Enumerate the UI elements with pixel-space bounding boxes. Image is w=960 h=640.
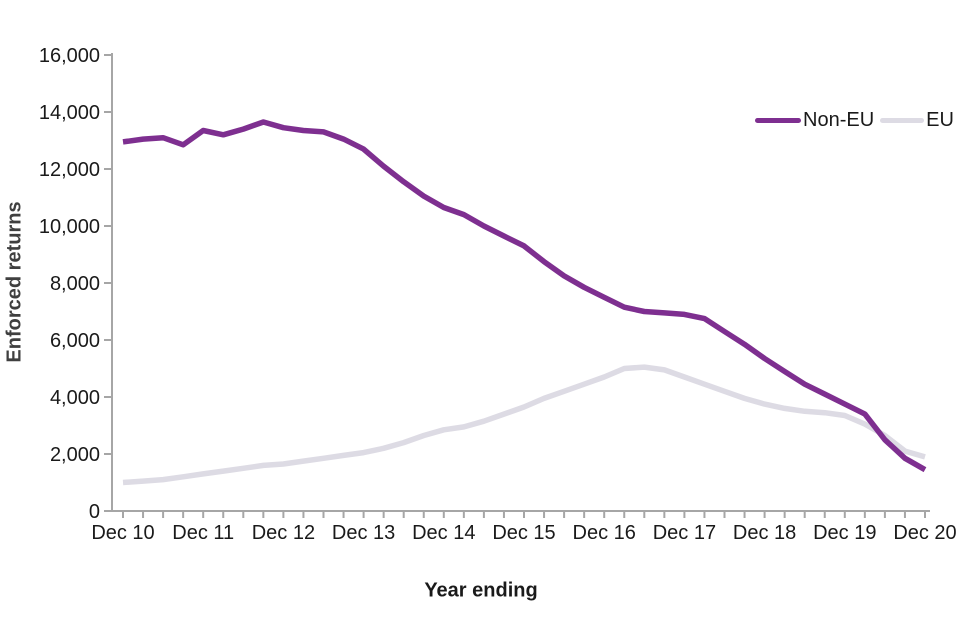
x-axis-tick-label: Dec 20 (893, 522, 956, 544)
legend-swatch-non-eu (755, 117, 801, 123)
x-axis-tick-label: Dec 12 (252, 522, 315, 544)
legend-item-non-eu: Non-EU (755, 109, 874, 132)
x-axis-tick-label: Dec 13 (332, 522, 395, 544)
y-axis-tick-label: 16,000 (39, 45, 100, 67)
y-axis-title: Enforced returns (3, 201, 26, 363)
y-axis-tick-label: 0 (89, 501, 100, 523)
x-axis-tick-label: Dec 15 (492, 522, 555, 544)
legend-swatch-eu (880, 117, 925, 123)
series-line-eu (122, 364, 926, 486)
x-axis-tick-label: Dec 14 (412, 522, 475, 544)
x-axis-tick-label: Dec 10 (91, 522, 154, 544)
x-axis-title: Year ending (424, 579, 538, 602)
legend: Non-EU EU (755, 109, 960, 131)
legend-item-eu: EU (880, 109, 954, 132)
x-axis-tick-label: Dec 11 (172, 522, 234, 544)
y-axis-tick-label: 2,000 (50, 444, 100, 466)
y-axis-tick-label: 4,000 (50, 387, 100, 409)
y-axis-tick-label: 12,000 (39, 159, 100, 181)
x-axis-tick-label: Dec 19 (813, 522, 876, 544)
series-line-non-eu (122, 119, 927, 473)
y-axis-tick-label: 10,000 (39, 216, 100, 238)
legend-label-non-eu: Non-EU (803, 108, 875, 131)
x-axis-tick-label: Dec 18 (733, 522, 796, 544)
y-axis-tick-label: 6,000 (50, 330, 100, 352)
y-axis-tick-label: 8,000 (50, 273, 100, 295)
legend-label-eu: EU (926, 108, 954, 131)
x-axis-tick-label: Dec 17 (653, 522, 716, 544)
x-axis-tick-label: Dec 16 (573, 522, 636, 544)
y-axis-tick-label: 14,000 (39, 102, 100, 124)
